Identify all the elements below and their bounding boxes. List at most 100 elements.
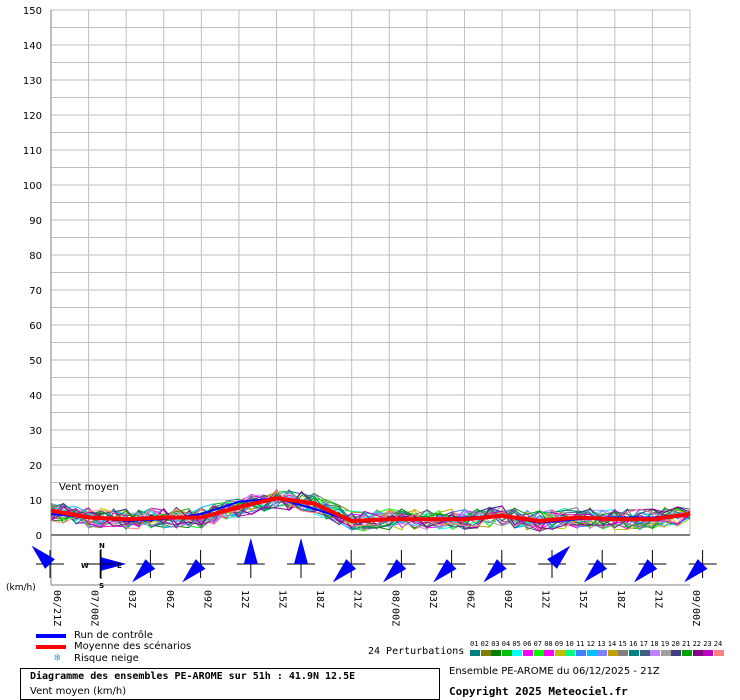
perturbations-label: 24 Perturbations — [368, 646, 465, 657]
perturbation-number: 08 — [544, 640, 553, 648]
perturbation-number: 01 — [470, 640, 479, 648]
y-tick-label: 30 — [29, 426, 42, 437]
compass-e-label: E — [117, 562, 122, 570]
perturbation-line — [50, 492, 691, 532]
y-tick-label: 80 — [29, 251, 42, 262]
perturbation-number: 12 — [586, 640, 596, 648]
x-tick-label: 12Z — [239, 590, 250, 608]
y-tick-label: 0 — [36, 531, 42, 542]
perturbation-swatch — [671, 650, 682, 656]
footer-title: Diagramme des ensembles PE-AROME sur 51h… — [30, 671, 356, 682]
perturbation-swatch — [586, 650, 597, 656]
y-tick-label: 60 — [29, 321, 42, 332]
perturbation-number: 07 — [533, 640, 543, 648]
y-tick-label: 140 — [23, 41, 42, 52]
perturbation-line — [50, 490, 691, 531]
perturbation-number: 23 — [703, 640, 712, 648]
perturbation-swatch — [554, 650, 565, 656]
perturbation-swatch — [491, 650, 502, 656]
chart-grid — [50, 9, 691, 586]
x-tick-label: 06Z — [164, 590, 175, 608]
perturbation-swatch — [470, 650, 480, 656]
perturbation-number: 22 — [692, 640, 702, 648]
perturbation-number: 02 — [480, 640, 490, 648]
y-tick-label: 150 — [23, 6, 42, 17]
y-tick-label: 10 — [29, 496, 42, 507]
x-tick-labels: 06/21Z 07/00Z 03Z 06Z 09Z 12Z 15Z 18Z 21Z 08/00Z 0… — [51, 590, 701, 626]
copyright: Copyright 2025 Meteociel.fr — [449, 685, 628, 698]
wind-rose — [332, 550, 366, 583]
perturbation-swatch — [682, 650, 692, 656]
wind-rose — [383, 550, 416, 583]
y-tick-label: 50 — [29, 356, 42, 367]
wind-rose — [287, 538, 315, 578]
perturbation-line — [50, 490, 691, 530]
y-tick-label: 90 — [29, 216, 42, 227]
x-tick-label: 21Z — [352, 590, 363, 608]
legend-control-swatch — [36, 634, 66, 638]
perturbation-number: 24 — [713, 640, 723, 648]
snowflake-icon: ❄ — [54, 651, 61, 664]
wind-rose-petal — [294, 538, 308, 564]
perturbation-swatch — [523, 650, 533, 656]
x-tick-label: 03Z — [126, 590, 137, 608]
perturbation-line — [50, 489, 691, 530]
perturbation-number: 10 — [565, 640, 574, 648]
wind-rose-petal — [182, 559, 206, 583]
wind-rose-petal — [684, 559, 708, 583]
perturbation-lines — [50, 488, 691, 532]
perturbation-number: 14 — [607, 640, 617, 648]
wind-rose — [433, 550, 466, 583]
perturbation-swatch — [501, 650, 512, 656]
wind-rose-petal — [547, 545, 571, 569]
perturbation-swatch — [692, 650, 703, 656]
perturbation-swatch — [512, 650, 523, 656]
ensemble-chart: 0 10 20 30 40 50 60 70 80 90 100 110 120 130 140 150 Ve… — [6, 6, 717, 626]
perturbation-number: 06 — [523, 640, 532, 648]
x-tick-label: 09/00Z — [690, 590, 701, 626]
perturbation-swatch — [565, 650, 576, 656]
x-tick-label: 15Z — [277, 590, 288, 608]
x-tick-label: 07/00Z — [89, 590, 100, 626]
perturbation-swatch — [618, 650, 629, 656]
perturbation-number: 04 — [501, 640, 511, 648]
x-tick-label: 03Z — [427, 590, 438, 608]
x-tick-label: 12Z — [540, 590, 551, 608]
perturbation-line — [50, 488, 691, 532]
perturbation-number: 21 — [682, 640, 691, 648]
y-tick-label: 100 — [23, 181, 42, 192]
perturbation-swatch — [660, 650, 671, 656]
wind-rose — [182, 550, 215, 583]
mean-series-line — [50, 496, 691, 523]
y-tick-label: 110 — [23, 146, 42, 157]
perturbation-swatch — [597, 650, 608, 656]
perturbation-swatch — [713, 650, 724, 656]
perturbation-swatch — [703, 650, 714, 656]
perturbation-swatch — [544, 650, 555, 656]
x-tick-label: 18Z — [314, 590, 325, 608]
perturbation-swatch — [639, 650, 650, 656]
perturbation-swatch — [607, 650, 618, 656]
wind-roses — [31, 538, 717, 583]
x-tick-label: 06Z — [464, 590, 475, 608]
y-tick-label: 70 — [29, 286, 42, 297]
perturbation-number: 20 — [671, 640, 680, 648]
legend-control-label: Run de contrôle — [74, 630, 153, 641]
wind-rose — [684, 550, 717, 583]
wind-rose — [132, 550, 165, 583]
main-series — [50, 496, 691, 524]
legend-mean-swatch — [36, 645, 66, 649]
x-tick-label: 21Z — [652, 590, 663, 608]
compass-s-label: S — [99, 582, 104, 590]
footer-box: Diagramme des ensembles PE-AROME sur 51h… — [20, 668, 440, 700]
wind-rose — [538, 545, 571, 578]
legend-mean-label: Moyenne des scénarios — [74, 641, 192, 652]
wind-rose-petal — [634, 559, 658, 583]
wind-rose-petal — [583, 559, 608, 583]
x-tick-label: 08/00Z — [389, 590, 400, 626]
compass-rose: N S E W — [81, 542, 122, 590]
perturbation-number: 15 — [618, 640, 627, 648]
wind-rose-petal — [243, 538, 258, 564]
perturbation-swatch — [533, 650, 544, 656]
wind-rose-petal — [132, 559, 156, 583]
